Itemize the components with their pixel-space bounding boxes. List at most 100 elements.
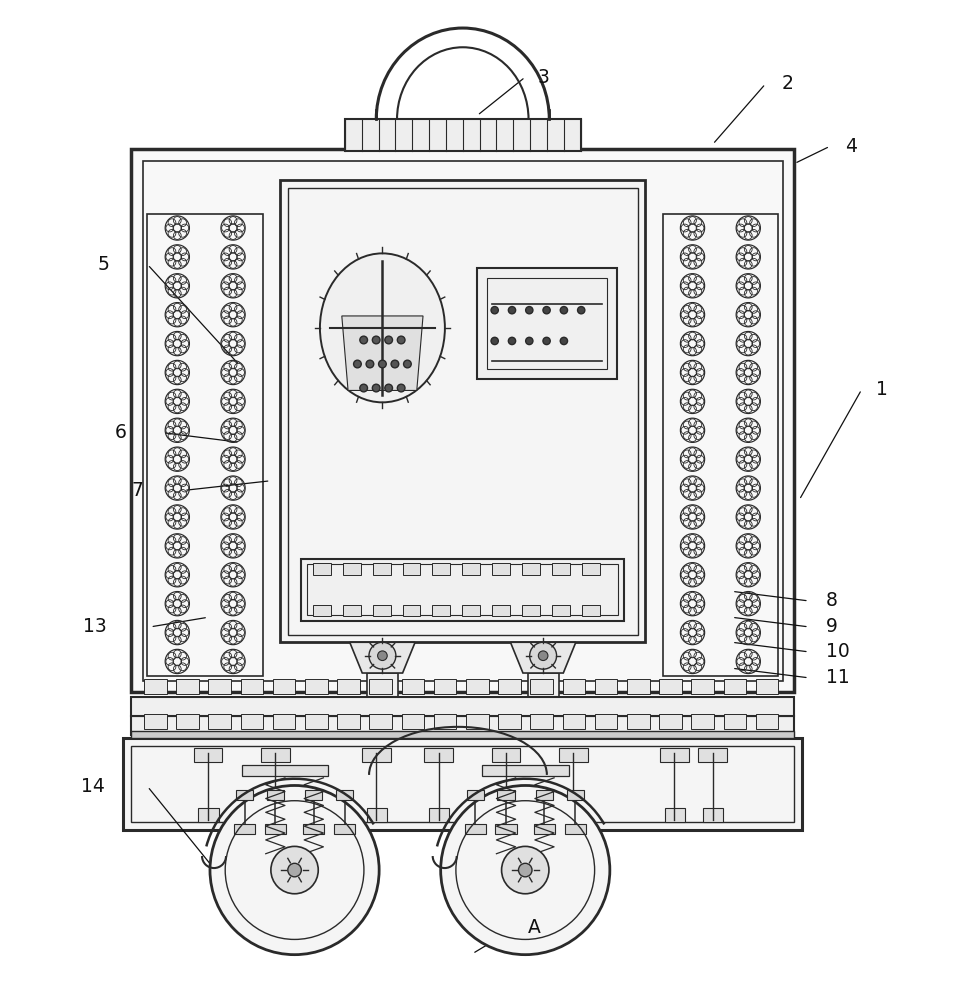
Bar — [306, 790, 322, 800]
Bar — [402, 714, 424, 729]
Bar — [664, 808, 684, 822]
Bar — [143, 161, 783, 681]
Text: 2: 2 — [782, 74, 793, 93]
Bar — [467, 790, 484, 800]
Bar — [131, 149, 794, 692]
Bar — [530, 679, 553, 694]
Circle shape — [210, 785, 379, 955]
Bar — [434, 714, 456, 729]
Text: 5: 5 — [97, 255, 109, 274]
Bar — [495, 824, 517, 834]
Bar — [304, 824, 324, 834]
Bar — [337, 714, 360, 729]
Bar — [465, 824, 486, 834]
Bar — [659, 679, 682, 694]
Bar — [487, 278, 607, 369]
Ellipse shape — [320, 253, 445, 402]
Bar — [463, 605, 480, 616]
Bar — [466, 714, 489, 729]
Bar — [288, 188, 638, 635]
Bar — [241, 714, 263, 729]
Bar — [373, 563, 390, 575]
Bar — [536, 790, 553, 800]
Bar — [559, 748, 588, 762]
Bar — [522, 563, 540, 575]
Bar — [369, 679, 392, 694]
Bar — [424, 748, 453, 762]
Bar — [434, 679, 456, 694]
Bar — [281, 180, 646, 642]
Bar — [429, 808, 449, 822]
Circle shape — [491, 337, 498, 345]
Circle shape — [543, 307, 550, 314]
Text: 1: 1 — [876, 380, 888, 399]
Circle shape — [519, 863, 532, 877]
Text: 14: 14 — [81, 777, 105, 796]
Bar — [498, 679, 521, 694]
Bar — [313, 563, 331, 575]
Bar — [627, 679, 650, 694]
Circle shape — [525, 307, 533, 314]
Circle shape — [360, 384, 367, 392]
Bar — [567, 790, 584, 800]
Bar — [305, 714, 328, 729]
Bar — [698, 748, 727, 762]
Bar — [627, 714, 650, 729]
Bar — [234, 824, 255, 834]
Bar — [522, 605, 540, 616]
Text: 10: 10 — [826, 642, 850, 661]
Bar — [691, 714, 714, 729]
Circle shape — [529, 642, 556, 669]
Bar — [313, 605, 331, 616]
Bar — [466, 679, 489, 694]
Bar — [131, 731, 794, 738]
Bar — [724, 679, 746, 694]
Bar — [402, 679, 424, 694]
Circle shape — [385, 384, 392, 392]
Bar — [362, 748, 390, 762]
Bar — [367, 673, 398, 704]
Bar — [308, 564, 619, 615]
Bar — [334, 824, 355, 834]
Bar — [335, 790, 353, 800]
Bar — [493, 605, 510, 616]
Text: 11: 11 — [826, 668, 850, 687]
Circle shape — [378, 651, 388, 661]
Bar — [595, 714, 617, 729]
Bar — [208, 679, 231, 694]
Circle shape — [372, 384, 380, 392]
Bar — [492, 748, 521, 762]
Circle shape — [560, 307, 568, 314]
Bar — [530, 714, 553, 729]
Bar — [552, 605, 570, 616]
Bar — [369, 714, 392, 729]
Bar — [265, 824, 286, 834]
Circle shape — [577, 307, 585, 314]
Bar — [534, 824, 555, 834]
Circle shape — [372, 336, 380, 344]
Circle shape — [525, 337, 533, 345]
Circle shape — [354, 360, 362, 368]
Bar — [194, 748, 223, 762]
Bar — [497, 790, 515, 800]
Polygon shape — [511, 642, 576, 673]
Circle shape — [271, 846, 318, 894]
Bar — [266, 808, 286, 822]
Bar — [176, 714, 199, 729]
Circle shape — [385, 336, 392, 344]
Bar — [144, 714, 167, 729]
Bar — [345, 119, 580, 151]
Bar — [273, 714, 295, 729]
Text: 6: 6 — [115, 423, 126, 442]
Text: 3: 3 — [538, 68, 549, 87]
Bar — [496, 808, 517, 822]
Bar — [662, 214, 778, 676]
Bar — [659, 714, 682, 729]
Circle shape — [441, 785, 610, 955]
Bar — [595, 679, 617, 694]
Circle shape — [360, 336, 367, 344]
Circle shape — [397, 336, 405, 344]
Bar — [343, 563, 361, 575]
Bar — [199, 808, 219, 822]
Circle shape — [501, 846, 549, 894]
